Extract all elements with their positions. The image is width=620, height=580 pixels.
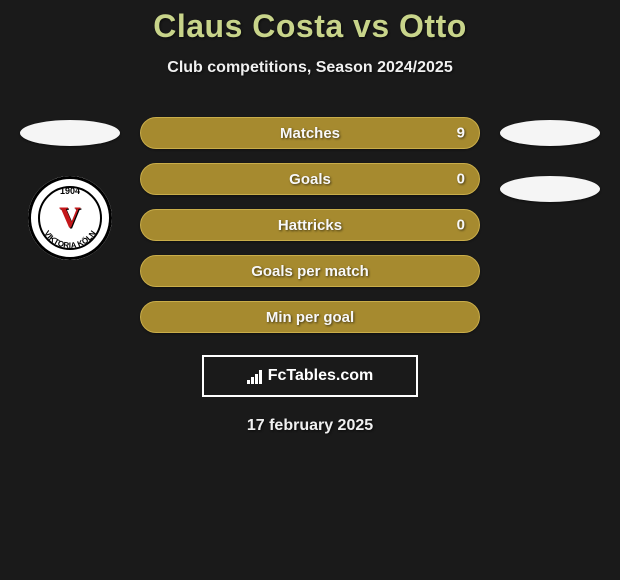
svg-text:VIKTORIA KÖLN: VIKTORIA KÖLN bbox=[42, 229, 98, 250]
stat-label: Goals bbox=[289, 171, 331, 188]
badge-club-name: VIKTORIA KÖLN bbox=[34, 182, 106, 254]
stat-bar-matches: Matches 9 bbox=[140, 117, 480, 149]
stat-label: Min per goal bbox=[266, 309, 354, 326]
stat-bars: Matches 9 Goals 0 Hattricks 0 Goals per … bbox=[140, 117, 480, 333]
right-player-col bbox=[500, 117, 600, 202]
stat-bar-hattricks: Hattricks 0 bbox=[140, 209, 480, 241]
stat-value: 0 bbox=[457, 217, 465, 234]
season-subtitle: Club competitions, Season 2024/2025 bbox=[0, 59, 620, 77]
stat-bar-min-per-goal: Min per goal bbox=[140, 301, 480, 333]
brand-label: FcTables.com bbox=[268, 367, 374, 385]
stat-label: Hattricks bbox=[278, 217, 342, 234]
brand-box: FcTables.com bbox=[202, 355, 418, 397]
left-player-col: 1904 V VIKTORIA KÖLN bbox=[20, 117, 120, 260]
stat-value: 0 bbox=[457, 171, 465, 188]
club-logo-placeholder bbox=[500, 176, 600, 202]
stat-bar-goals-per-match: Goals per match bbox=[140, 255, 480, 287]
stat-bar-goals: Goals 0 bbox=[140, 163, 480, 195]
page-title: Claus Costa vs Otto bbox=[0, 8, 620, 45]
stat-label: Matches bbox=[280, 125, 340, 142]
player-photo-placeholder bbox=[20, 120, 120, 146]
stat-value: 9 bbox=[457, 125, 465, 142]
footer-date: 17 february 2025 bbox=[0, 417, 620, 435]
player-photo-placeholder bbox=[500, 120, 600, 146]
bar-chart-icon bbox=[247, 368, 262, 384]
stat-label: Goals per match bbox=[251, 263, 369, 280]
club-badge: 1904 V VIKTORIA KÖLN bbox=[28, 176, 112, 260]
comparison-row: 1904 V VIKTORIA KÖLN Matches 9 Goals 0 bbox=[0, 117, 620, 333]
